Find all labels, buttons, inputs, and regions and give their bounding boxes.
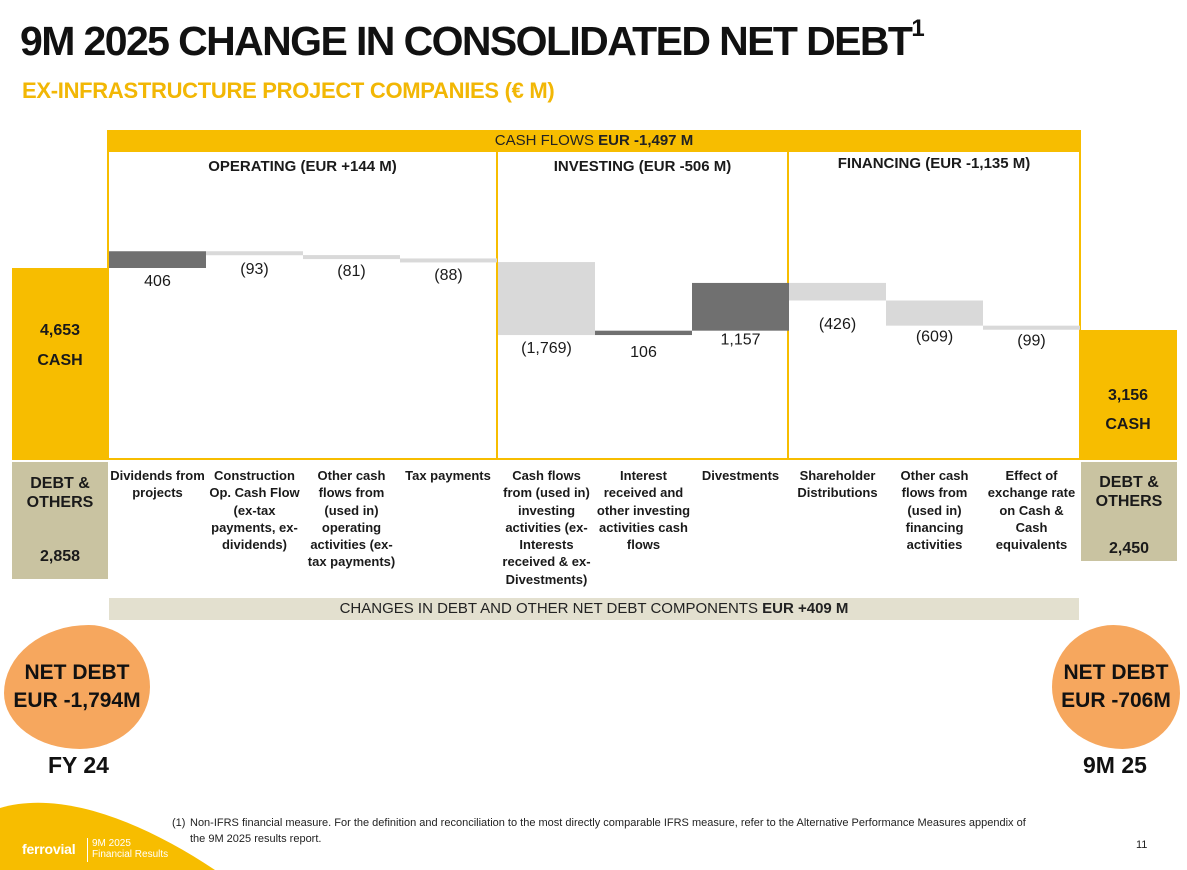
- category-label-9: Other cash flows from (used in) financin…: [900, 468, 969, 553]
- end-cash-box: [1079, 330, 1177, 460]
- category-label-8: Shareholder Distributions: [797, 468, 878, 501]
- end-period-label: 9M 25: [1083, 752, 1147, 778]
- logo-separator: [87, 838, 88, 862]
- category-label-1: Dividends from projects: [110, 468, 205, 501]
- page-subtitle: EX-INFRASTRUCTURE PROJECT COMPANIES (€ M…: [22, 78, 555, 103]
- investing-frame: [496, 152, 789, 460]
- operating-frame: [107, 152, 498, 460]
- end-debt-value: 2,450: [1108, 540, 1150, 557]
- start-period-label: FY 24: [48, 752, 109, 778]
- cash-flows-bar: CASH FLOWS EUR -1,497 M: [107, 130, 1081, 152]
- page-number: 11: [1136, 839, 1148, 851]
- cash-flows-value: EUR -1,497 M: [598, 132, 694, 149]
- end-cash-label: CASH: [1105, 416, 1151, 433]
- logo-subtitle: 9M 2025 Financial Results: [92, 838, 169, 860]
- ferrovial-logo: ferrovial: [22, 841, 76, 857]
- changes-value: EUR +409 M: [762, 600, 849, 617]
- end-debt-box: [1081, 462, 1177, 561]
- end-debt-label: DEBT & OTHERS: [1095, 474, 1163, 510]
- category-label-2: Construction Op. Cash Flow (ex-tax payme…: [209, 468, 300, 553]
- title-footnote-marker: 1: [911, 15, 925, 43]
- cash-flows-label: CASH FLOWS: [494, 132, 594, 149]
- end-cash-value: 3,156: [1107, 387, 1149, 404]
- start-net-debt-badge: NET DEBT EUR -1,794M: [4, 625, 150, 749]
- changes-label: CHANGES IN DEBT AND OTHER NET DEBT COMPO…: [339, 600, 758, 617]
- operating-section-title: OPERATING (EUR +144 M): [208, 158, 397, 175]
- start-cash-label: CASH: [37, 352, 83, 369]
- financing-frame: [787, 152, 1081, 460]
- page-title: 9M 2025 CHANGE IN CONSOLIDATED NET DEBT1: [20, 15, 925, 64]
- logo-swoosh-shape: [0, 802, 215, 870]
- category-label-3: Other cash flows from (used in) operatin…: [307, 468, 396, 570]
- category-label-5: Cash flows from (used in) investing acti…: [502, 468, 591, 587]
- financing-section-title: FINANCING (EUR -1,135 M): [837, 155, 1031, 172]
- start-debt-label: DEBT & OTHERS: [26, 475, 94, 511]
- start-debt-value: 2,858: [39, 548, 81, 565]
- category-label-6: Interest received and other investing ac…: [596, 468, 691, 553]
- start-debt-box: [12, 462, 108, 579]
- category-label-10: Effect of exchange rate on Cash & Cash e…: [987, 468, 1076, 553]
- category-label-4: Tax payments: [405, 468, 491, 483]
- start-cash-value: 4,653: [39, 322, 81, 339]
- investing-section-title: INVESTING (EUR -506 M): [553, 158, 732, 175]
- start-cash-box: [12, 268, 108, 460]
- footnote: (1) Non-IFRS financial measure. For the d…: [172, 817, 1026, 845]
- end-net-debt-badge: NET DEBT EUR -706M: [1052, 625, 1180, 749]
- changes-bar: CHANGES IN DEBT AND OTHER NET DEBT COMPO…: [109, 598, 1079, 620]
- category-label-7: Divestments: [701, 468, 780, 483]
